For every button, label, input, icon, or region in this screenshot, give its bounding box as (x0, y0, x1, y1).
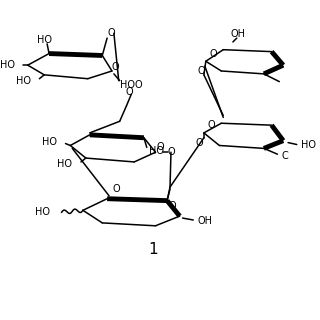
Text: HOO: HOO (120, 80, 142, 90)
Text: OH: OH (230, 29, 245, 39)
Text: O: O (167, 147, 175, 157)
Text: O: O (208, 120, 215, 130)
Text: O: O (210, 49, 217, 59)
Text: HO: HO (149, 146, 164, 156)
Text: HO: HO (301, 140, 316, 150)
Text: O: O (195, 138, 203, 148)
Text: O: O (107, 28, 115, 38)
Text: 1: 1 (149, 242, 158, 257)
Text: O: O (168, 202, 176, 212)
Text: O: O (113, 184, 121, 194)
Text: HO: HO (35, 207, 50, 217)
Text: O: O (111, 62, 119, 72)
Text: OH: OH (197, 216, 212, 226)
Text: HO: HO (37, 35, 52, 45)
Text: O: O (156, 142, 164, 152)
Text: HO: HO (16, 76, 31, 86)
Text: HO: HO (57, 159, 72, 169)
Text: O: O (125, 87, 133, 97)
Text: O: O (197, 66, 205, 76)
Text: C: C (281, 151, 288, 161)
Text: HO: HO (0, 60, 15, 70)
Text: HO: HO (42, 137, 57, 147)
